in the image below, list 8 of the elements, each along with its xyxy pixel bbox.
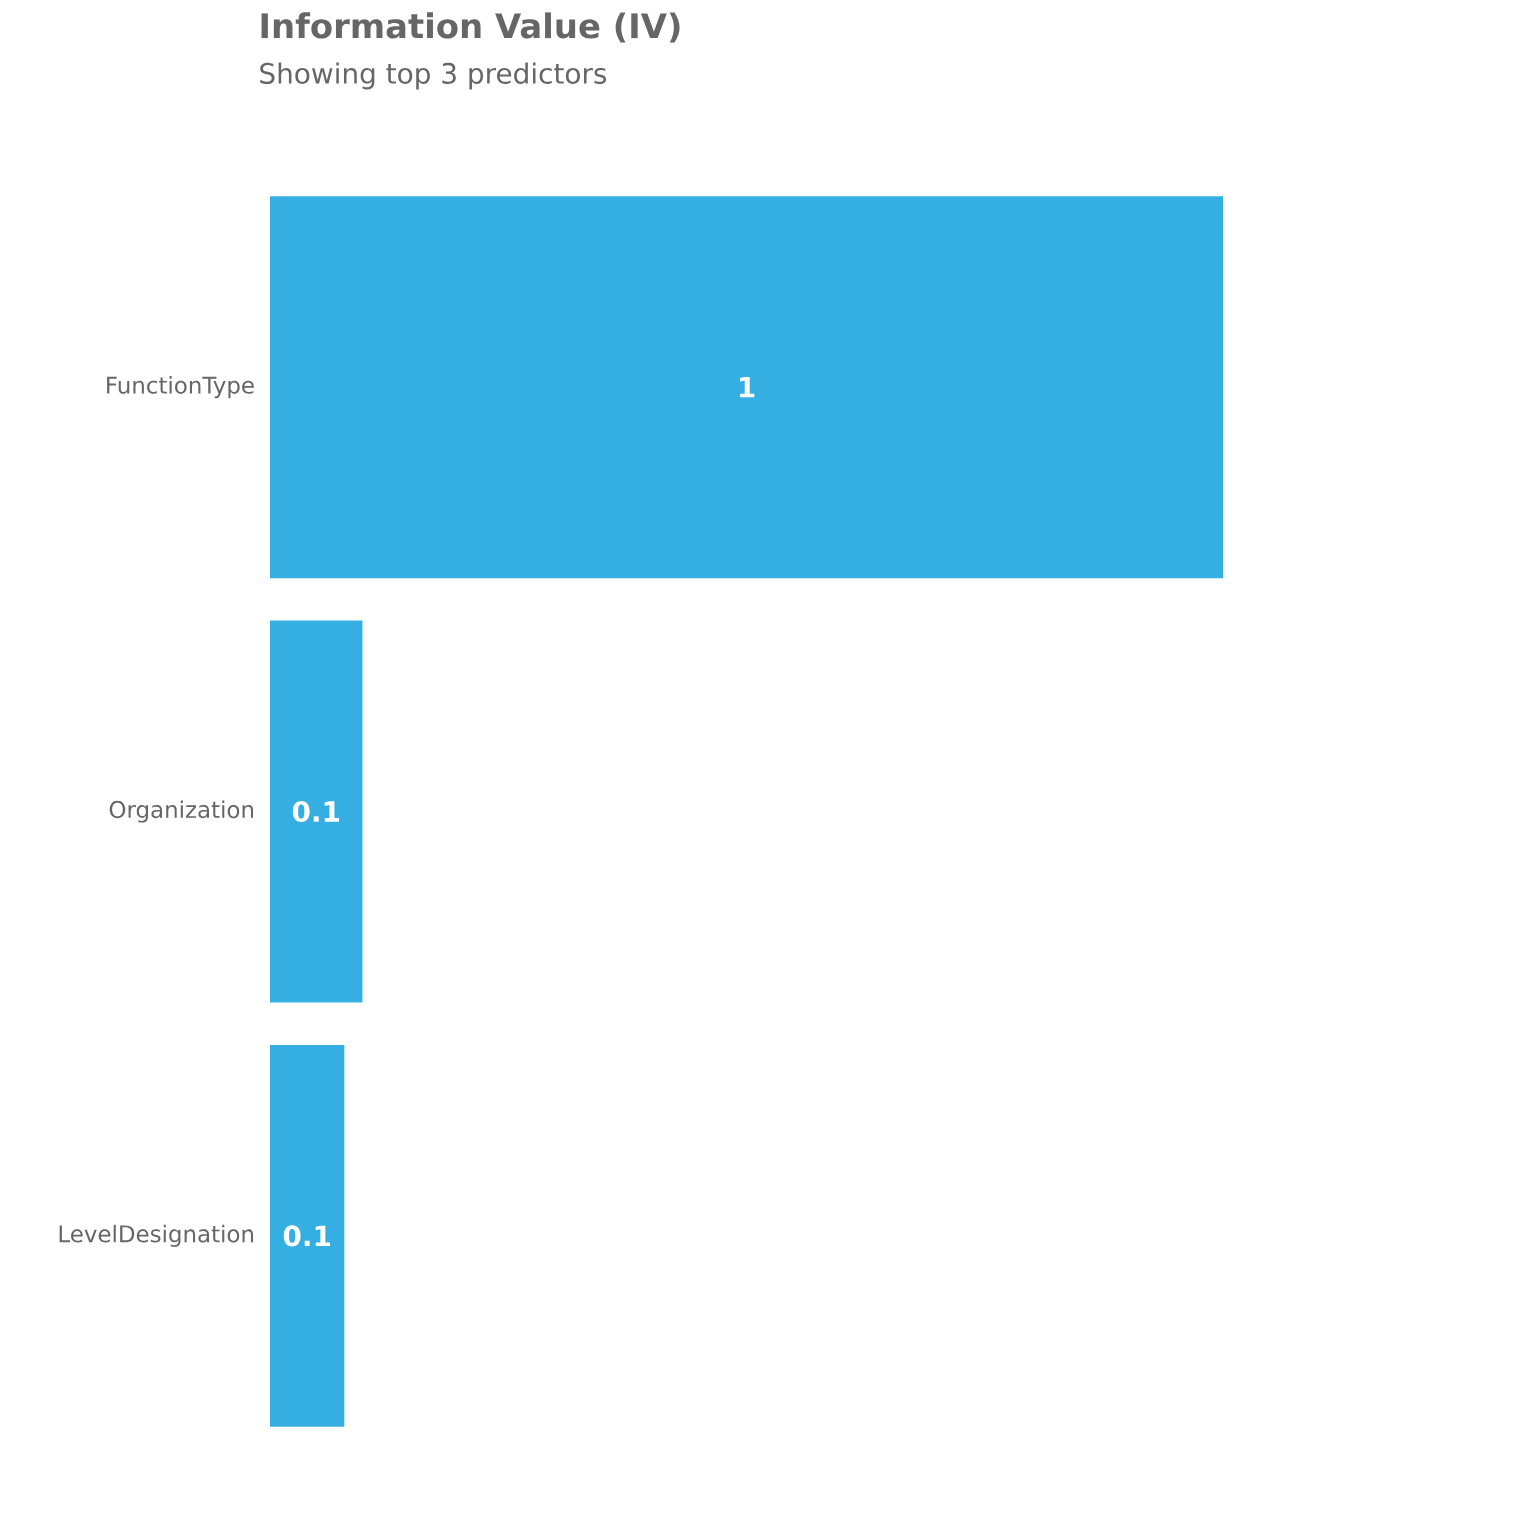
data-label: 0.1 <box>283 1225 330 1247</box>
y-tick-label: FunctionType <box>107 376 254 399</box>
chart-title: Information Value (IV) <box>261 12 680 43</box>
y-tick-label: Organization <box>109 800 254 823</box>
data-label: 1 <box>739 377 755 398</box>
y-tick-label: LevelDesignation <box>59 1224 254 1247</box>
data-label: 0.1 <box>292 800 340 823</box>
chart-subtitle: Showing top 3 predictors <box>260 62 607 90</box>
